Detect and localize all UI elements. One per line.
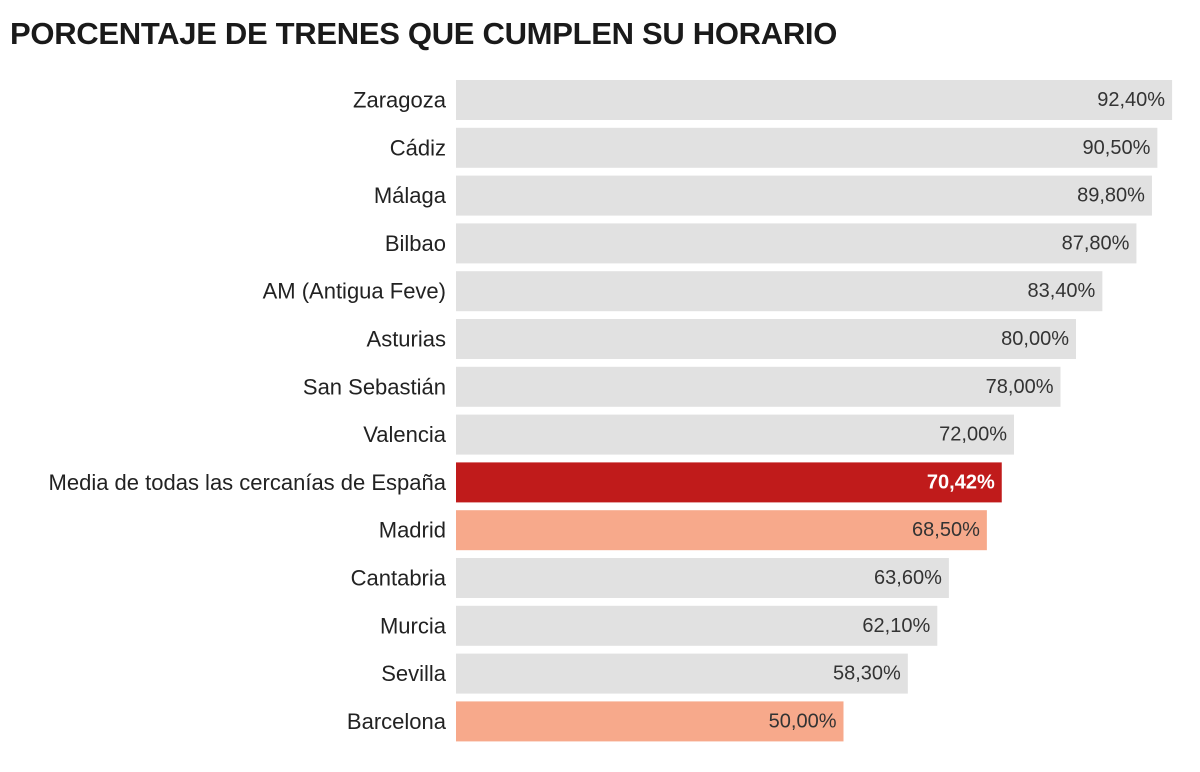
category-label: Valencia bbox=[363, 422, 447, 447]
value-label: 80,00% bbox=[1001, 328, 1069, 350]
value-label: 58,30% bbox=[833, 663, 901, 685]
value-label: 89,80% bbox=[1077, 185, 1145, 207]
bar bbox=[456, 653, 908, 694]
chart-title: PORCENTAJE DE TRENES QUE CUMPLEN SU HORA… bbox=[10, 16, 838, 51]
value-label: 78,00% bbox=[986, 376, 1054, 398]
bar-row: Asturias 80,00% bbox=[367, 319, 1076, 359]
category-label: Sevilla bbox=[381, 661, 447, 686]
bar-row: Málaga 89,80% bbox=[374, 175, 1152, 216]
bar bbox=[456, 510, 987, 551]
bar-row: Zaragoza 92,40% bbox=[353, 80, 1173, 120]
value-label: 50,00% bbox=[769, 710, 837, 732]
bar-row: Valencia 72,00% bbox=[363, 414, 1014, 455]
bar-row: Bilbao 87,80% bbox=[385, 223, 1137, 264]
category-label: Media de todas las cercanías de España bbox=[49, 470, 447, 495]
category-label: Cantabria bbox=[351, 566, 447, 591]
value-label: 68,50% bbox=[912, 519, 980, 541]
bar-row: Murcia 62,10% bbox=[380, 605, 938, 646]
category-label: Zaragoza bbox=[353, 88, 447, 113]
category-label: Madrid bbox=[379, 518, 446, 543]
bar bbox=[456, 605, 938, 646]
category-label: Málaga bbox=[374, 183, 447, 208]
bar bbox=[456, 80, 1173, 120]
category-label: Murcia bbox=[380, 613, 447, 638]
value-label: 62,10% bbox=[862, 615, 930, 637]
bar bbox=[456, 701, 844, 742]
category-label: Barcelona bbox=[347, 709, 447, 734]
category-label: Cádiz bbox=[390, 135, 446, 160]
bar-row: AM (Antigua Feve) 83,40% bbox=[263, 271, 1103, 312]
category-label: Bilbao bbox=[385, 231, 446, 256]
value-label: 92,40% bbox=[1097, 89, 1165, 111]
value-label: 72,00% bbox=[939, 424, 1007, 446]
bar-row: Cantabria 63,60% bbox=[351, 558, 949, 598]
value-label: 90,50% bbox=[1083, 137, 1151, 159]
bar-row: Barcelona 50,00% bbox=[347, 701, 844, 742]
category-label: Asturias bbox=[367, 327, 446, 352]
value-label: 87,80% bbox=[1062, 232, 1130, 254]
category-label: AM (Antigua Feve) bbox=[263, 279, 446, 304]
bar bbox=[456, 127, 1158, 168]
category-label: San Sebastián bbox=[303, 374, 446, 399]
bar-row: Madrid 68,50% bbox=[379, 510, 987, 551]
bar bbox=[456, 414, 1014, 455]
value-label: 63,60% bbox=[874, 567, 942, 589]
bar bbox=[456, 271, 1103, 312]
bar bbox=[456, 175, 1152, 216]
bar-row: San Sebastián 78,00% bbox=[303, 366, 1061, 407]
bar bbox=[456, 319, 1076, 359]
value-label: 83,40% bbox=[1028, 280, 1096, 302]
bar bbox=[456, 462, 1002, 503]
bar bbox=[456, 223, 1137, 264]
bar bbox=[456, 558, 949, 598]
value-label: 70,42% bbox=[927, 471, 995, 493]
bar-row: Cádiz 90,50% bbox=[390, 127, 1158, 168]
bar-row: Media de todas las cercanías de España 70… bbox=[49, 462, 1002, 503]
bar-row: Sevilla 58,30% bbox=[381, 653, 908, 694]
bar bbox=[456, 366, 1061, 407]
